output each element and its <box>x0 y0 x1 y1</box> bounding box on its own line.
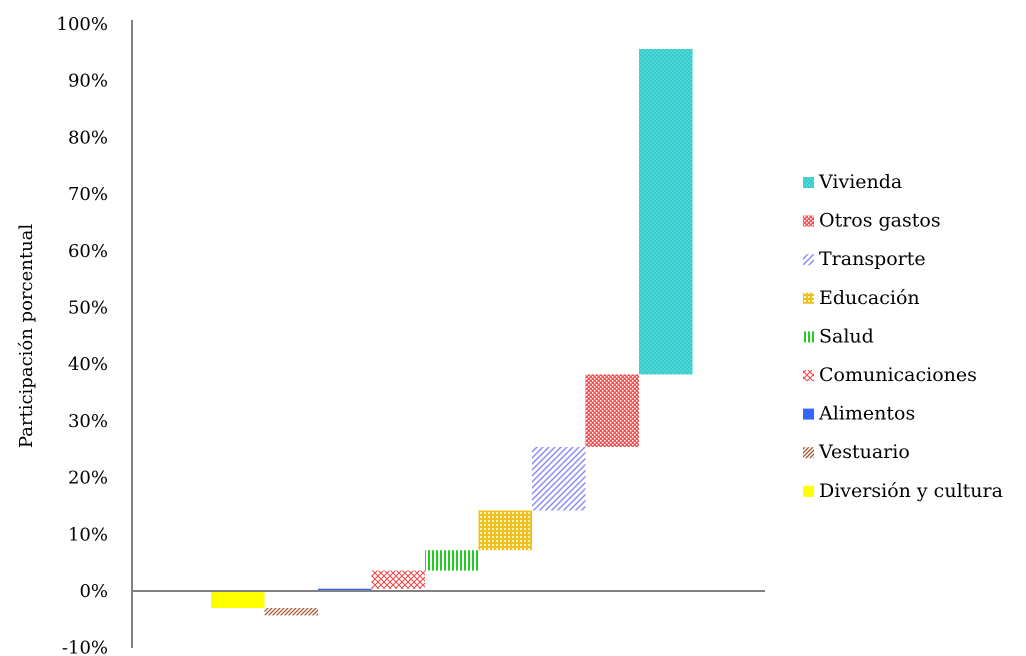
bar-transporte <box>532 446 586 511</box>
bar-educacion <box>478 510 532 551</box>
legend-item-comunicaciones: Comunicaciones <box>803 364 977 386</box>
y-tick-label: 10% <box>68 524 108 545</box>
legend-item-diversion-y-cultura: Diversión y cultura <box>803 480 1003 502</box>
bar-diversion-y-cultura <box>211 591 265 609</box>
legend-item-alimentos: Alimentos <box>803 403 915 425</box>
y-tick-label: -10% <box>62 638 108 656</box>
legend-label: Diversión y cultura <box>819 480 1003 502</box>
legend-swatch <box>803 331 814 343</box>
legend-item-otros-gastos: Otros gastos <box>803 210 941 232</box>
legend-item-educacion: Educación <box>803 287 920 309</box>
legend-label: Otros gastos <box>819 210 941 232</box>
legend-swatch <box>803 292 814 304</box>
bar-salud <box>425 550 479 571</box>
legend-swatch <box>803 485 814 497</box>
y-tick-label: 40% <box>68 354 108 375</box>
y-axis-label: Participación porcentual <box>16 224 37 449</box>
bar-vestuario <box>264 608 318 616</box>
legend-swatch <box>803 370 814 381</box>
y-axis-title: Participación porcentual <box>16 224 37 449</box>
y-tick-label: 50% <box>68 298 108 319</box>
y-tick-label: 90% <box>68 71 108 92</box>
bar-vivienda <box>639 48 693 375</box>
legend-swatch <box>803 447 814 459</box>
bars <box>211 48 693 616</box>
legend-swatch <box>803 408 814 420</box>
legend: Vivienda Otros gastos Transporte Educación S… <box>803 171 1003 502</box>
legend-label: Vivienda <box>818 171 902 193</box>
y-tick-label: 30% <box>68 411 108 432</box>
bar-comunicaciones <box>371 570 425 589</box>
bar-alimentos <box>318 588 372 591</box>
legend-item-salud: Salud <box>803 325 874 347</box>
y-tick-label: 20% <box>68 468 108 489</box>
y-tick-label: 0% <box>79 581 108 602</box>
legend-swatch <box>803 177 814 188</box>
legend-label: Comunicaciones <box>819 364 977 386</box>
legend-swatch <box>803 215 814 227</box>
y-tick-label: 70% <box>68 184 108 205</box>
legend-item-vivienda: Vivienda <box>803 171 902 193</box>
y-tick-label: 60% <box>68 241 108 262</box>
legend-swatch <box>803 254 814 266</box>
y-tick-label: 80% <box>68 127 108 148</box>
legend-item-vestuario: Vestuario <box>803 441 910 463</box>
legend-label: Transporte <box>819 248 926 270</box>
legend-label: Alimentos <box>818 403 915 425</box>
legend-label: Vestuario <box>818 441 910 463</box>
bar-otros-gastos <box>585 374 639 447</box>
legend-item-transporte: Transporte <box>803 248 926 270</box>
legend-label: Salud <box>819 325 874 347</box>
y-tick-label: 100% <box>57 14 108 35</box>
y-axis-ticks: -10% 0% 10% 20% 30% 40% 50% 60% 70% 80% 90% 100% <box>57 14 108 656</box>
axes <box>131 20 765 648</box>
legend-label: Educación <box>819 287 920 309</box>
